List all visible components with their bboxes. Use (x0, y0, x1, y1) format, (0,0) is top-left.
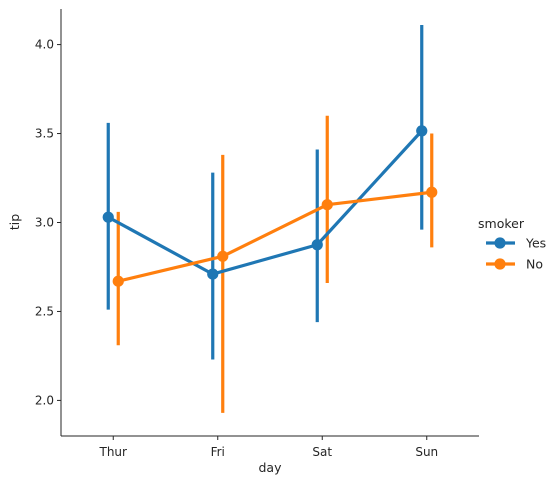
legend-label: No (526, 257, 543, 272)
data-point (102, 211, 114, 223)
x-tick-label: Fri (211, 445, 225, 459)
y-tick-label: 3.0 (35, 216, 54, 230)
data-point (321, 199, 333, 211)
data-point (217, 250, 229, 262)
data-point (207, 268, 219, 280)
y-tick-label: 2.5 (35, 304, 54, 318)
data-point (426, 186, 438, 198)
y-axis-title: tip (7, 214, 22, 230)
data-point (416, 125, 428, 137)
x-tick-label: Sat (312, 445, 332, 459)
y-ticks: 2.0 2.5 3.0 3.5 4.0 (35, 38, 61, 407)
series-points (102, 125, 438, 287)
error-bars (106, 25, 434, 413)
legend-marker (494, 237, 506, 249)
x-ticks: Thur Fri Sat Sun (99, 436, 438, 459)
series-line (107, 129, 423, 276)
x-axis-title: day (259, 460, 283, 475)
x-tick-label: Thur (99, 445, 128, 459)
legend: smoker Yes No (478, 216, 546, 272)
series-lines (107, 129, 432, 283)
legend-title: smoker (478, 216, 525, 231)
series-line (117, 190, 432, 283)
legend-marker (494, 258, 506, 270)
legend-label: Yes (525, 236, 546, 251)
y-tick-label: 3.5 (35, 127, 54, 141)
axes (60, 9, 479, 437)
data-point (112, 275, 124, 287)
y-tick-label: 2.0 (35, 393, 54, 407)
x-tick-label: Sun (415, 445, 438, 459)
data-point (311, 239, 323, 251)
y-tick-label: 4.0 (35, 38, 54, 52)
